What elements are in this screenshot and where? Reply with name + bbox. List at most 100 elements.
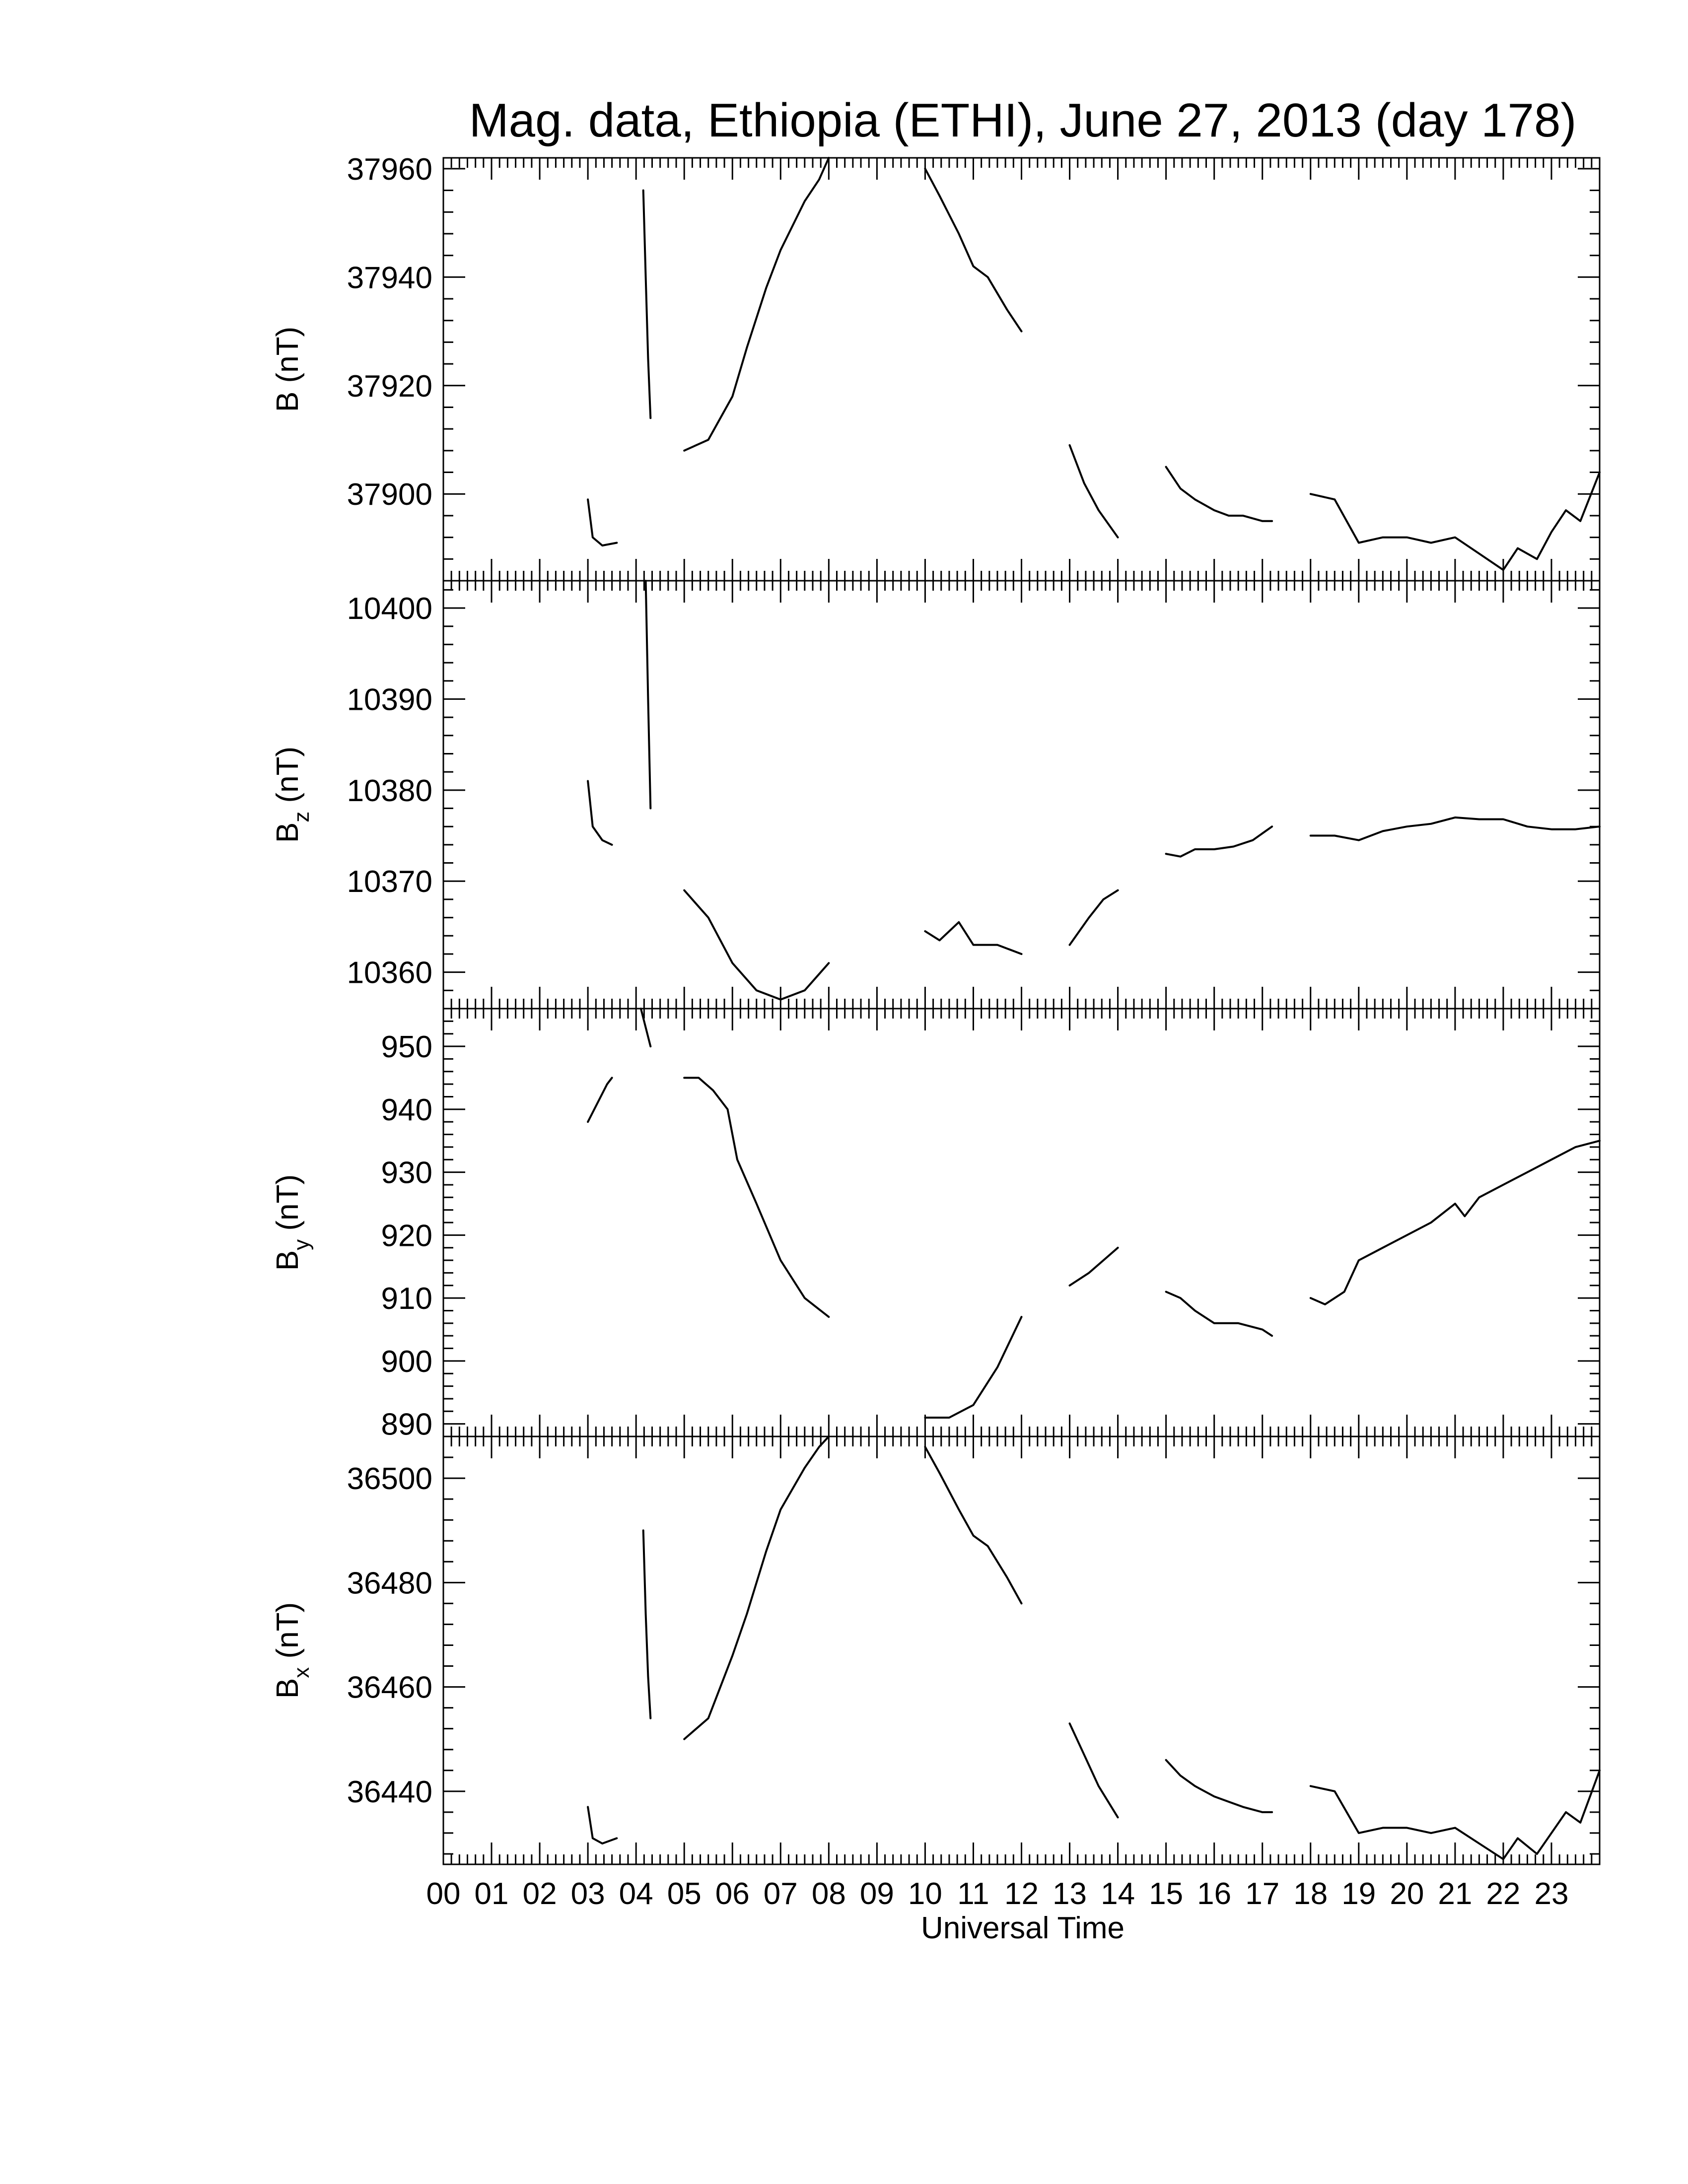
y-tick-label: 37960 <box>347 152 432 187</box>
y-tick-label: 10400 <box>347 592 432 626</box>
y-axis-label-unit: (nT) <box>271 747 305 812</box>
y-tick-label: 920 <box>381 1219 432 1253</box>
series-segment-Bx <box>587 1806 618 1844</box>
y-tick-label: 910 <box>381 1282 432 1316</box>
x-tick-label: 10 <box>908 1877 942 1911</box>
x-tick-label: 02 <box>523 1877 557 1911</box>
panel-B: 37900 37920 37940 37960 B (nT) <box>271 152 1601 582</box>
x-tick-label: 03 <box>571 1877 605 1911</box>
y-tick-label: 36460 <box>347 1671 432 1705</box>
panels-group: 37900 37920 37940 37960 B (nT) 10360 10370 1038… <box>271 152 1601 1865</box>
x-tick-label: 08 <box>812 1877 846 1911</box>
y-tick-label: 900 <box>381 1345 432 1379</box>
series-segment-Bz <box>1309 816 1601 841</box>
x-tick-label: 22 <box>1486 1877 1520 1911</box>
x-tick-label: 23 <box>1534 1877 1568 1911</box>
x-tick-label: 01 <box>475 1877 509 1911</box>
y-tick-label: 37940 <box>347 261 432 295</box>
series-segment-By <box>639 1008 652 1048</box>
x-tick-label: 06 <box>715 1877 750 1911</box>
x-tick-label: 13 <box>1053 1877 1087 1911</box>
panel-Bx: 36440 36460 36480 36500 Bx (nT) <box>271 1435 1601 1865</box>
x-tick-label: 20 <box>1390 1877 1424 1911</box>
series-segment-Bz <box>1165 825 1273 858</box>
x-tick-label: 19 <box>1341 1877 1376 1911</box>
y-tick-label: 890 <box>381 1408 432 1442</box>
panel-frame <box>442 580 1601 1010</box>
y-axis-label: Bx (nT) <box>271 1602 314 1699</box>
y-axis-label-unit: (nT) <box>271 327 305 392</box>
y-axis-label-main: B <box>271 822 305 843</box>
y-tick-label: 36440 <box>347 1775 432 1809</box>
x-tick-label: 17 <box>1245 1877 1279 1911</box>
y-tick-label: 10390 <box>347 682 432 717</box>
x-tick-label: 14 <box>1101 1877 1135 1911</box>
x-tick-label: 07 <box>764 1877 798 1911</box>
y-axis-label-unit: (nT) <box>271 1602 305 1667</box>
chart-title: Mag. data, Ethiopia (ETHI), June 27, 201… <box>469 94 1577 147</box>
x-tick-label: 09 <box>860 1877 894 1911</box>
y-axis-label: B (nT) <box>271 327 305 412</box>
series-segment-B <box>1068 444 1119 539</box>
y-axis-label: Bz (nT) <box>271 747 314 843</box>
x-tick-labels: 00 01 02 03 04 05 06 07 08 09 10 11 12 13 14 15 16 17 18 19… <box>426 1877 1569 1911</box>
series-segment-B <box>587 498 618 546</box>
x-tick-label: 05 <box>667 1877 702 1911</box>
y-axis-label-main: B <box>271 1250 305 1271</box>
x-tick-label: 15 <box>1149 1877 1183 1911</box>
y-tick-label: 10370 <box>347 865 432 899</box>
panel-By: 890 900 910 920 930 940 950 By (nT) <box>271 1008 1601 1442</box>
series-segment-Bx <box>683 1435 830 1740</box>
panel-frame <box>442 157 1601 582</box>
series-segment-Bz <box>587 780 613 846</box>
y-tick-label: 930 <box>381 1156 432 1190</box>
series-segment-Bz <box>644 580 652 810</box>
panel-frame <box>442 1008 1601 1437</box>
x-tick-label: 04 <box>619 1877 653 1911</box>
series-segment-B <box>924 167 1023 333</box>
series-segment-B <box>1165 466 1273 522</box>
y-axis-label-subscript: y <box>289 1239 314 1250</box>
series-segment-Bx <box>1068 1722 1119 1819</box>
y-tick-label: 36500 <box>347 1462 432 1496</box>
y-axis-label-main: B <box>271 1678 305 1699</box>
y-tick-label: 36480 <box>347 1566 432 1600</box>
series-segment-By <box>683 1077 830 1318</box>
x-axis-label: Universal Time <box>921 1911 1125 1945</box>
series-segment-By <box>587 1077 613 1123</box>
series-segment-Bz <box>924 921 1023 955</box>
y-axis-label-main: B <box>271 392 305 412</box>
y-tick-label: 37920 <box>347 369 432 404</box>
x-tick-label: 12 <box>1004 1877 1039 1911</box>
y-tick-label: 940 <box>381 1093 432 1127</box>
y-tick-label: 37900 <box>347 478 432 512</box>
y-axis-label-subscript: x <box>289 1667 314 1678</box>
y-tick-label: 10380 <box>347 774 432 808</box>
series-segment-Bx <box>1309 1769 1601 1860</box>
series-segment-By <box>1309 1140 1601 1305</box>
y-axis-label: By (nT) <box>271 1174 314 1271</box>
series-segment-Bz <box>683 889 830 1001</box>
series-segment-By <box>1068 1246 1119 1287</box>
series-segment-B <box>1309 471 1601 571</box>
x-tick-label: 00 <box>426 1877 461 1911</box>
y-tick-label: 10360 <box>347 956 432 990</box>
series-segment-B <box>642 189 652 419</box>
y-axis-label-unit: (nT) <box>271 1174 305 1239</box>
series-segment-B <box>683 157 830 452</box>
series-segment-Bx <box>924 1446 1023 1605</box>
series-segment-By <box>1165 1291 1273 1337</box>
series-segment-Bx <box>1165 1759 1273 1813</box>
x-tick-label: 18 <box>1293 1877 1328 1911</box>
x-tick-label: 16 <box>1197 1877 1231 1911</box>
y-axis-label-subscript: z <box>289 812 314 822</box>
series-segment-Bz <box>1068 889 1119 946</box>
y-tick-label: 950 <box>381 1030 432 1064</box>
x-tick-label: 11 <box>957 1877 989 1911</box>
panel-frame <box>442 1435 1601 1865</box>
series-segment-By <box>924 1316 1023 1419</box>
series-segment-Bx <box>642 1529 652 1719</box>
x-tick-label: 21 <box>1438 1877 1472 1911</box>
panel-Bz: 10360 10370 10380 10390 10400 Bz (nT) <box>271 580 1601 1010</box>
